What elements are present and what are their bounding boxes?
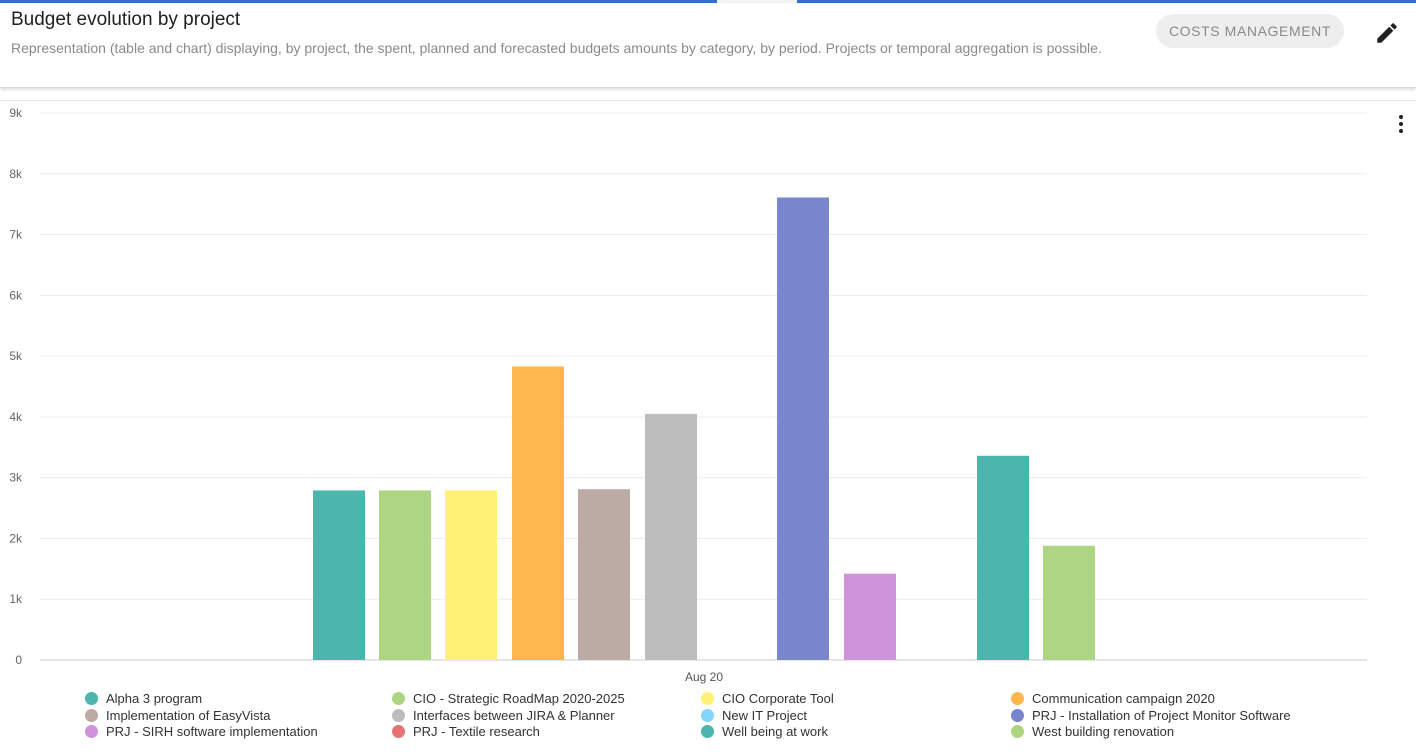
bar-5[interactable] bbox=[645, 413, 697, 660]
legend-item[interactable]: West building renovation bbox=[1011, 723, 1174, 740]
legend-swatch bbox=[1011, 725, 1024, 738]
legend-item[interactable]: New IT Project bbox=[701, 707, 807, 724]
legend-swatch bbox=[1011, 692, 1024, 705]
legend-swatch bbox=[392, 725, 405, 738]
bar-11[interactable] bbox=[1043, 545, 1095, 660]
legend-item[interactable]: CIO - Strategic RoadMap 2020-2025 bbox=[392, 690, 625, 707]
bar-10[interactable] bbox=[977, 455, 1029, 660]
y-tick-label: 0 bbox=[15, 653, 22, 667]
bar-0[interactable] bbox=[313, 490, 365, 660]
pencil-icon[interactable] bbox=[1374, 20, 1400, 46]
y-tick-label: 1k bbox=[9, 592, 23, 606]
legend-swatch bbox=[85, 725, 98, 738]
page-title: Budget evolution by project bbox=[11, 9, 241, 30]
y-tick-label: 8k bbox=[9, 167, 23, 181]
y-tick-label: 2k bbox=[9, 531, 23, 545]
legend-label: PRJ - SIRH software implementation bbox=[106, 724, 318, 739]
legend-label: West building renovation bbox=[1032, 724, 1175, 739]
x-tick-label: Aug 20 bbox=[685, 670, 723, 684]
legend-label: New IT Project bbox=[722, 707, 808, 723]
legend-label: Implementation of EasyVista bbox=[106, 707, 271, 723]
legend-item[interactable]: PRJ - SIRH software implementation bbox=[85, 723, 318, 740]
legend-swatch bbox=[85, 708, 98, 722]
legend-item[interactable]: Well being at work bbox=[701, 723, 828, 740]
y-tick-label: 3k bbox=[9, 471, 23, 485]
legend-swatch bbox=[392, 692, 405, 705]
y-tick-label: 9k bbox=[9, 106, 23, 120]
bar-2[interactable] bbox=[445, 490, 497, 660]
more-vert-icon[interactable] bbox=[1392, 112, 1410, 138]
legend-label: Alpha 3 program bbox=[106, 691, 203, 706]
y-tick-label: 6k bbox=[9, 288, 23, 302]
y-tick-label: 5k bbox=[9, 349, 23, 363]
legend-item[interactable]: CIO Corporate Tool bbox=[701, 690, 834, 707]
legend-label: PRJ - Installation of Project Monitor So… bbox=[1032, 707, 1291, 723]
widget-description: Representation (table and chart) display… bbox=[11, 40, 1102, 56]
legend-item[interactable]: PRJ - Installation of Project Monitor So… bbox=[1011, 707, 1291, 724]
legend-label: Interfaces between JIRA & Planner bbox=[413, 707, 615, 723]
bar-7[interactable] bbox=[777, 197, 829, 660]
y-tick-label: 4k bbox=[9, 410, 23, 424]
chart-panel-border bbox=[0, 100, 1416, 101]
legend-swatch bbox=[701, 708, 714, 722]
category-chip[interactable]: COSTS MANAGEMENT bbox=[1156, 14, 1344, 48]
bar-3[interactable] bbox=[512, 366, 564, 660]
bar-4[interactable] bbox=[578, 489, 630, 660]
bar-1[interactable] bbox=[379, 490, 431, 660]
legend-swatch bbox=[1011, 708, 1024, 722]
chart-legend: Alpha 3 program CIO - Strategic RoadMap 2… bbox=[0, 688, 1416, 748]
legend-swatch bbox=[701, 725, 714, 738]
legend-item[interactable]: Communication campaign 2020 bbox=[1011, 690, 1215, 707]
legend-item[interactable]: PRJ - Textile research bbox=[392, 723, 540, 740]
bar-chart: 0 1k 2k 3k 4k 5k 6k 7k 8k 9k Aug 20 bbox=[9, 106, 1367, 684]
legend-swatch bbox=[85, 692, 98, 705]
legend-label: PRJ - Textile research bbox=[413, 724, 540, 739]
legend-label: CIO - Strategic RoadMap 2020-2025 bbox=[413, 691, 625, 706]
bar-8[interactable] bbox=[844, 573, 896, 660]
legend-swatch bbox=[701, 692, 714, 705]
top-accent-line bbox=[0, 0, 1416, 3]
legend-item[interactable]: Interfaces between JIRA & Planner bbox=[392, 707, 615, 724]
widget-header: Budget evolution by project Representati… bbox=[0, 3, 1416, 88]
top-accent-tab bbox=[717, 0, 797, 3]
legend-label: Communication campaign 2020 bbox=[1032, 691, 1215, 706]
legend-label: CIO Corporate Tool bbox=[722, 691, 834, 706]
legend-item[interactable]: Alpha 3 program bbox=[85, 690, 202, 707]
legend-item[interactable]: Implementation of EasyVista bbox=[85, 707, 271, 724]
legend-swatch bbox=[392, 708, 405, 722]
legend-label: Well being at work bbox=[722, 724, 828, 739]
y-tick-label: 7k bbox=[9, 228, 23, 242]
